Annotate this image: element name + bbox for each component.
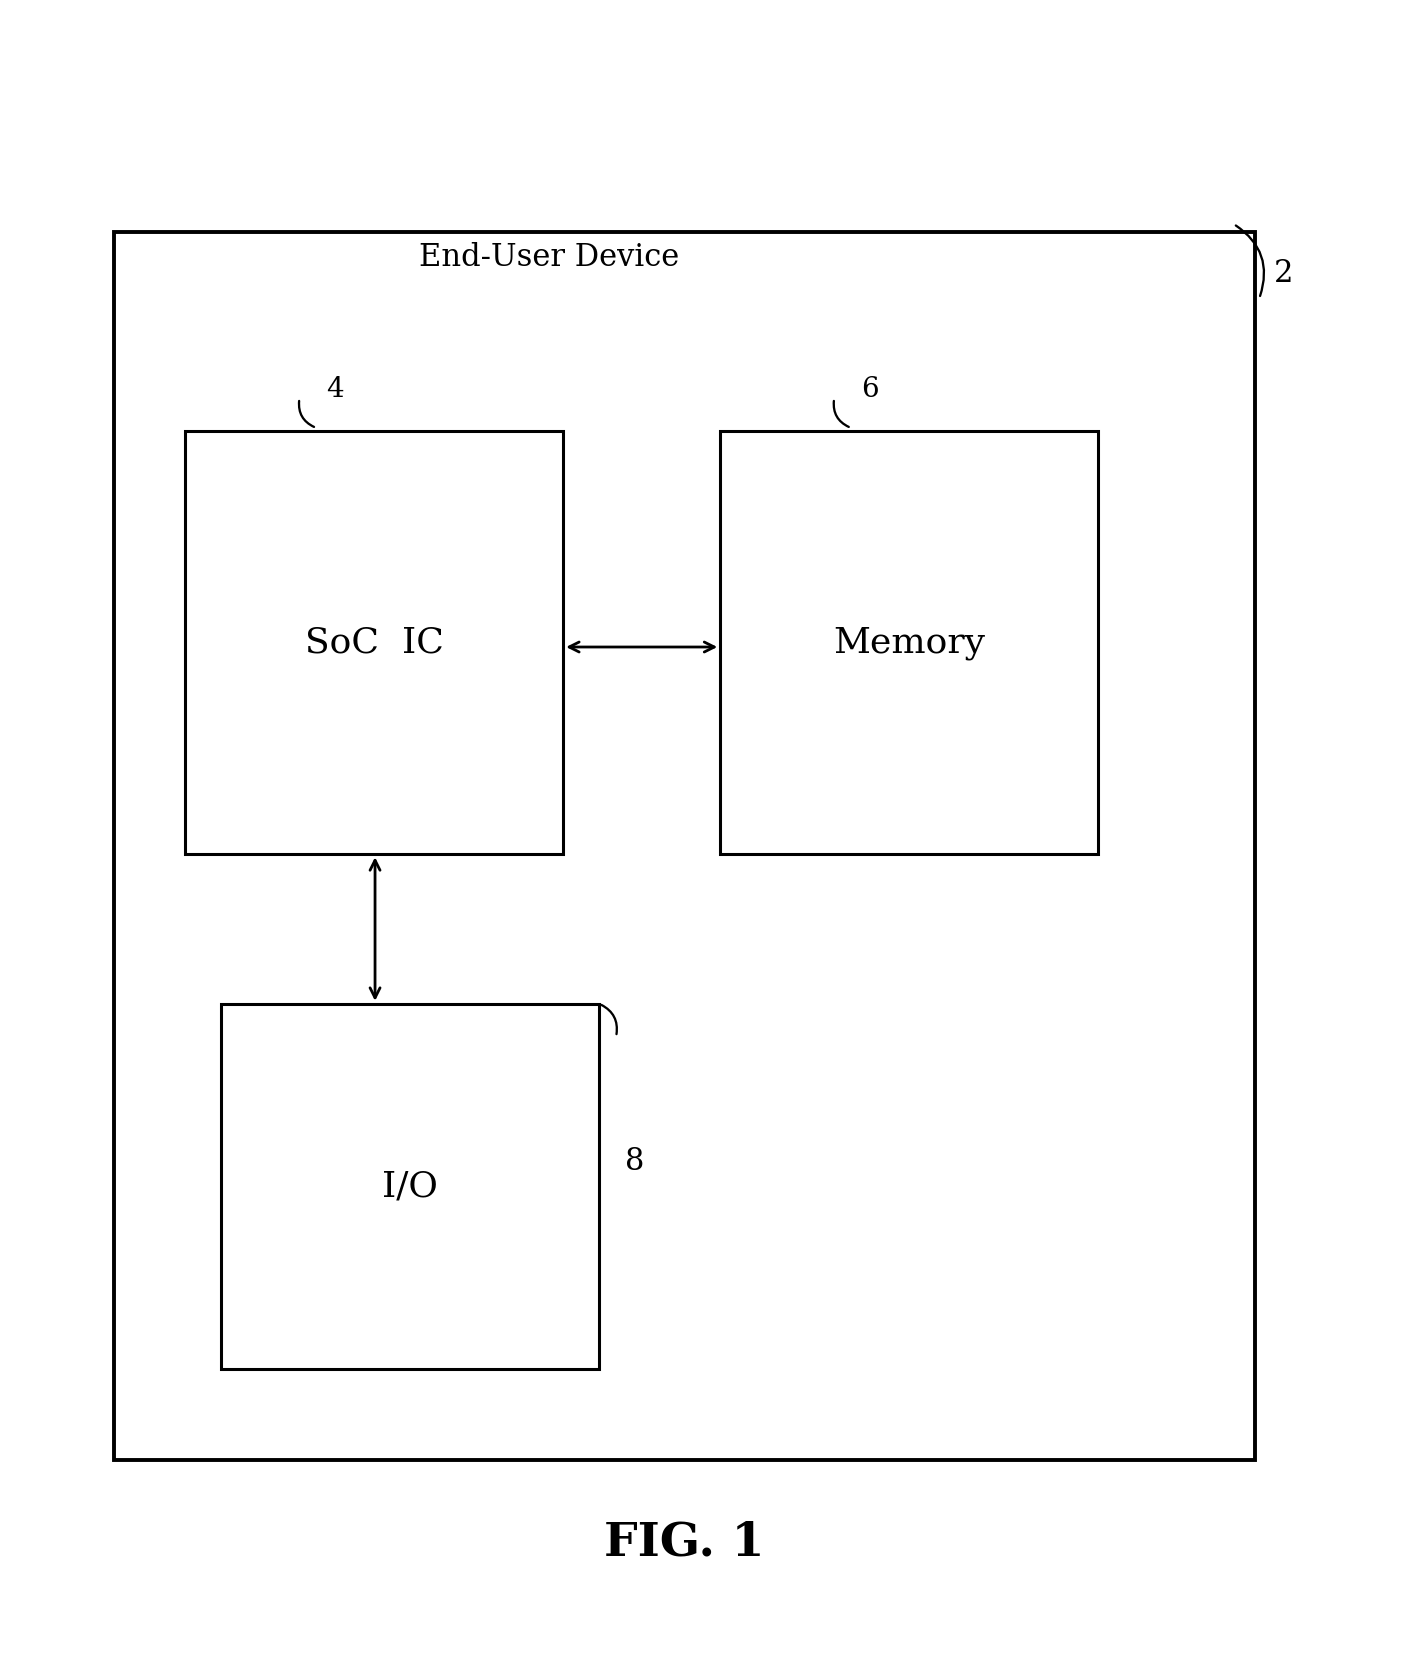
Bar (185, 431, 563, 854)
Bar (114, 232, 1255, 1460)
Text: 2: 2 (1273, 259, 1293, 289)
Bar (221, 1004, 599, 1369)
Text: FIG. 1: FIG. 1 (605, 1520, 764, 1566)
Text: 4: 4 (327, 377, 344, 403)
Text: SoC  IC: SoC IC (305, 625, 443, 660)
Text: End-User Device: End-User Device (419, 242, 679, 272)
Text: Memory: Memory (833, 625, 985, 660)
Text: 8: 8 (625, 1146, 645, 1176)
Text: I/O: I/O (382, 1170, 438, 1203)
Bar (720, 431, 1098, 854)
Text: 6: 6 (861, 377, 878, 403)
